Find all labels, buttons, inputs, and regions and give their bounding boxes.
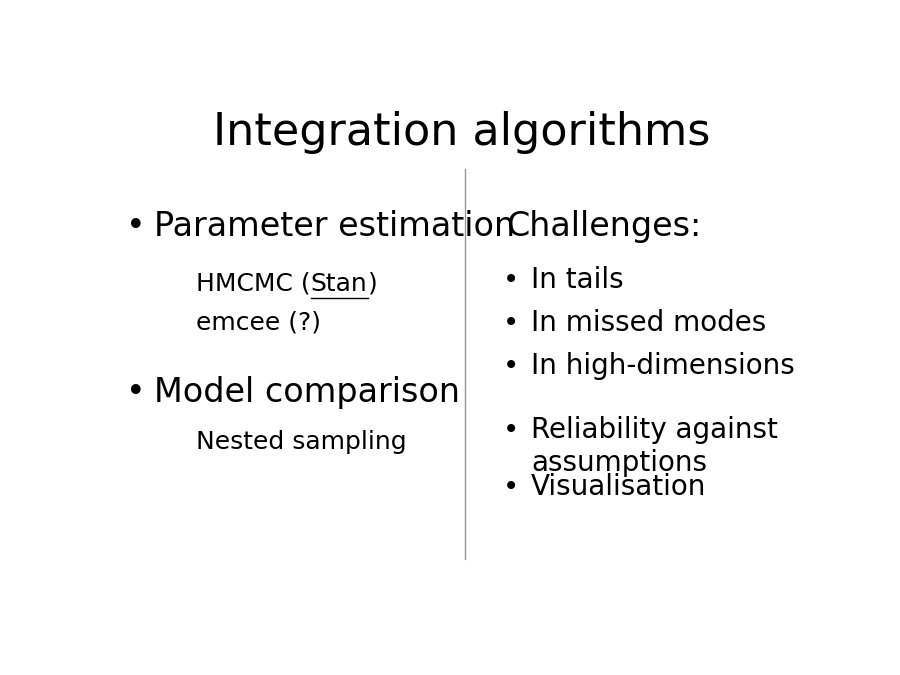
Text: In missed modes: In missed modes	[531, 308, 766, 337]
Text: ): )	[367, 272, 377, 296]
Text: •: •	[126, 210, 146, 243]
Text: Parameter estimation: Parameter estimation	[155, 210, 516, 243]
Text: In high-dimensions: In high-dimensions	[531, 352, 795, 380]
Text: Challenges:: Challenges:	[507, 210, 702, 243]
Text: HMCMC (: HMCMC (	[196, 272, 310, 296]
Text: •: •	[503, 352, 519, 380]
Text: Model comparison: Model comparison	[155, 377, 461, 409]
Text: •: •	[126, 377, 146, 409]
Text: •: •	[503, 265, 519, 294]
Text: Visualisation: Visualisation	[531, 473, 706, 502]
Text: •: •	[503, 473, 519, 502]
Text: emcee (?): emcee (?)	[196, 310, 321, 335]
Text: •: •	[503, 416, 519, 444]
Text: In tails: In tails	[531, 265, 624, 294]
Text: •: •	[503, 308, 519, 337]
Text: Stan: Stan	[310, 272, 367, 296]
Text: Nested sampling: Nested sampling	[196, 430, 407, 454]
Text: Integration algorithms: Integration algorithms	[212, 111, 710, 155]
Text: Reliability against
assumptions: Reliability against assumptions	[531, 416, 778, 477]
